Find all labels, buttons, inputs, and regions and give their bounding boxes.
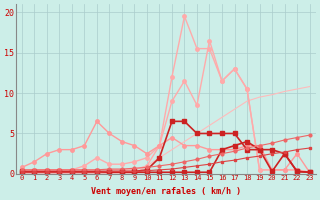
X-axis label: Vent moyen/en rafales ( km/h ): Vent moyen/en rafales ( km/h ) xyxy=(91,187,241,196)
